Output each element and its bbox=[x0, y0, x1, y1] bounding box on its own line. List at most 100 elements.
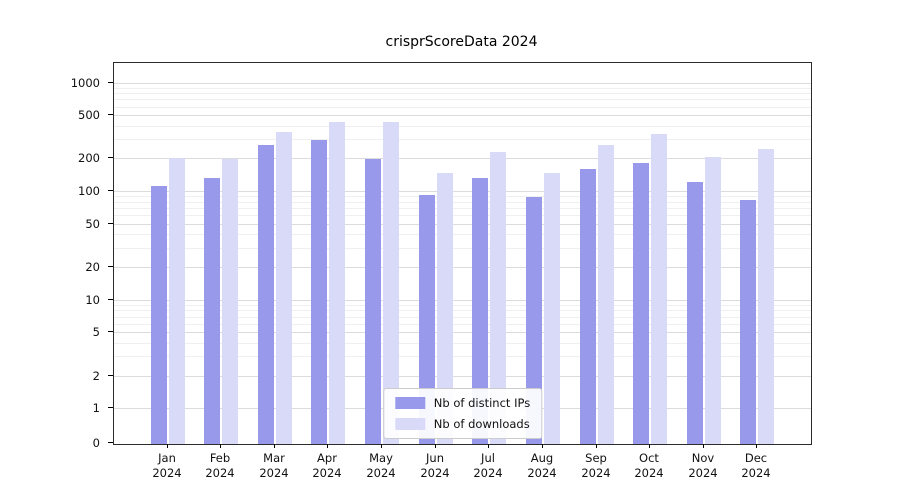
x-axis-tick-label: Nov 2024 bbox=[688, 451, 717, 481]
bar-downloads bbox=[222, 159, 238, 444]
x-tick-mark bbox=[756, 444, 757, 448]
y-tick-mark bbox=[108, 442, 113, 443]
legend: Nb of distinct IPs Nb of downloads bbox=[382, 388, 543, 439]
y-tick-mark bbox=[108, 299, 113, 300]
x-tick-mark bbox=[488, 444, 489, 448]
y-axis-tick-label: 1000 bbox=[70, 76, 100, 90]
x-tick-month: Jun bbox=[426, 451, 444, 465]
major-gridline bbox=[114, 83, 811, 84]
bar-distinct-ips bbox=[419, 195, 435, 444]
x-tick-month: Mar bbox=[263, 451, 285, 465]
legend-label: Nb of distinct IPs bbox=[433, 396, 531, 410]
x-tick-mark bbox=[220, 444, 221, 448]
bar-distinct-ips bbox=[204, 178, 220, 444]
y-axis-tick-label: 0 bbox=[92, 436, 100, 450]
bar-distinct-ips bbox=[633, 163, 649, 444]
x-tick-year: 2024 bbox=[152, 466, 182, 480]
minor-gridline bbox=[114, 343, 811, 344]
x-tick-month: Jul bbox=[481, 451, 495, 465]
minor-gridline bbox=[114, 126, 811, 127]
x-tick-month: May bbox=[369, 451, 393, 465]
x-tick-mark bbox=[327, 444, 328, 448]
x-axis-tick-label: Dec 2024 bbox=[741, 451, 770, 481]
minor-gridline bbox=[114, 107, 811, 108]
legend-item: Nb of distinct IPs bbox=[394, 396, 531, 410]
y-axis-tick-label: 10 bbox=[85, 293, 100, 307]
bar-downloads bbox=[329, 122, 345, 444]
x-tick-year: 2024 bbox=[259, 466, 289, 480]
x-tick-year: 2024 bbox=[581, 466, 611, 480]
x-tick-year: 2024 bbox=[741, 466, 771, 480]
bar-downloads bbox=[544, 173, 560, 444]
x-tick-month: Jan bbox=[158, 451, 176, 465]
y-axis-tick-label: 2 bbox=[92, 369, 100, 383]
bar-distinct-ips bbox=[258, 145, 274, 444]
bar-distinct-ips bbox=[580, 169, 596, 444]
legend-swatch-distinct-ips bbox=[394, 397, 425, 409]
major-gridline bbox=[114, 376, 811, 377]
bar-distinct-ips bbox=[365, 159, 381, 444]
legend-swatch-downloads bbox=[394, 418, 425, 430]
y-tick-mark bbox=[108, 190, 113, 191]
x-tick-month: Feb bbox=[209, 451, 231, 465]
minor-gridline bbox=[114, 324, 811, 325]
x-axis-tick-label: May 2024 bbox=[366, 451, 395, 481]
x-axis-tick-label: Jan 2024 bbox=[152, 451, 181, 481]
x-tick-year: 2024 bbox=[473, 466, 503, 480]
x-tick-month: Sep bbox=[585, 451, 607, 465]
bar-downloads bbox=[490, 152, 506, 444]
minor-gridline bbox=[114, 208, 811, 209]
x-tick-month: Apr bbox=[317, 451, 337, 465]
y-tick-mark bbox=[108, 407, 113, 408]
x-tick-year: 2024 bbox=[420, 466, 450, 480]
major-gridline bbox=[114, 332, 811, 333]
x-tick-month: Dec bbox=[744, 451, 768, 465]
y-tick-mark bbox=[108, 331, 113, 332]
bar-downloads bbox=[651, 134, 667, 444]
x-tick-month: Aug bbox=[530, 451, 554, 465]
y-tick-mark bbox=[108, 114, 113, 115]
bar-downloads bbox=[758, 149, 774, 444]
minor-gridline bbox=[114, 88, 811, 89]
x-tick-year: 2024 bbox=[688, 466, 718, 480]
x-axis-tick-label: Mar 2024 bbox=[259, 451, 288, 481]
x-tick-mark bbox=[596, 444, 597, 448]
major-gridline bbox=[114, 191, 811, 192]
x-tick-year: 2024 bbox=[366, 466, 396, 480]
major-gridline bbox=[114, 158, 811, 159]
x-tick-mark bbox=[649, 444, 650, 448]
minor-gridline bbox=[114, 99, 811, 100]
x-axis: Jan 2024 Feb 2024 Mar 2024 Apr 2024 May 2024 Jun 20… bbox=[113, 444, 810, 494]
x-axis-tick-label: Sep 2024 bbox=[581, 451, 610, 481]
bar-downloads bbox=[169, 158, 185, 444]
chart-title: crisprScoreData 2024 bbox=[385, 34, 538, 50]
bar-downloads bbox=[705, 157, 721, 444]
x-tick-year: 2024 bbox=[312, 466, 342, 480]
y-axis-tick-label: 20 bbox=[85, 260, 100, 274]
major-gridline bbox=[114, 300, 811, 301]
x-axis-tick-label: Oct 2024 bbox=[634, 451, 663, 481]
y-tick-mark bbox=[108, 375, 113, 376]
minor-gridline bbox=[114, 310, 811, 311]
minor-gridline bbox=[114, 196, 811, 197]
y-axis-tick-label: 50 bbox=[85, 217, 100, 231]
x-tick-mark bbox=[274, 444, 275, 448]
x-tick-mark bbox=[542, 444, 543, 448]
x-tick-month: Oct bbox=[639, 451, 659, 465]
minor-gridline bbox=[114, 305, 811, 306]
bar-downloads bbox=[598, 145, 614, 444]
y-axis-tick-label: 1 bbox=[92, 401, 100, 415]
x-axis-tick-label: Jul 2024 bbox=[473, 451, 502, 481]
y-axis-tick-label: 100 bbox=[78, 184, 100, 198]
y-axis-tick-label: 5 bbox=[92, 325, 100, 339]
bar-distinct-ips bbox=[526, 197, 542, 444]
minor-gridline bbox=[114, 202, 811, 203]
y-tick-mark bbox=[108, 157, 113, 158]
minor-gridline bbox=[114, 139, 811, 140]
x-axis-tick-label: Feb 2024 bbox=[205, 451, 234, 481]
x-tick-year: 2024 bbox=[527, 466, 557, 480]
legend-label: Nb of downloads bbox=[433, 417, 530, 431]
minor-gridline bbox=[114, 215, 811, 216]
x-tick-year: 2024 bbox=[205, 466, 235, 480]
